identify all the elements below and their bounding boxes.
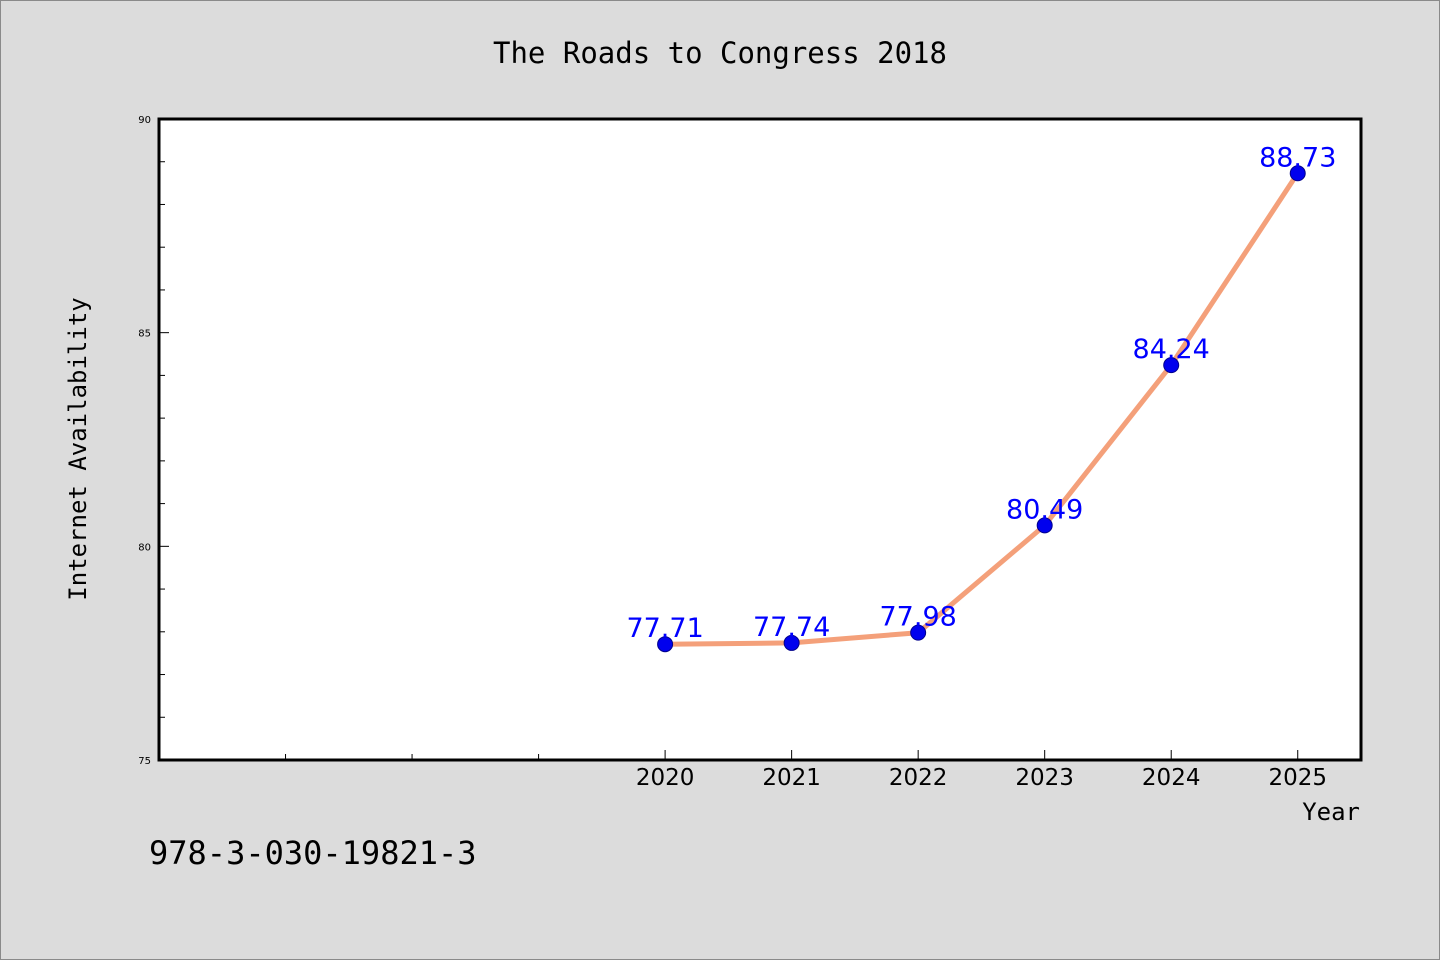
data-label: 80.49: [1006, 494, 1083, 525]
plot-border: [157, 117, 1363, 762]
plot-area: [159, 119, 1361, 760]
data-label: 77.74: [753, 612, 830, 643]
x-tick-label: 2025: [1268, 765, 1327, 791]
data-point: [1163, 357, 1180, 374]
x-tick-label: 2022: [889, 765, 948, 791]
data-point: [1289, 165, 1306, 182]
y-tick-label: 85: [138, 329, 151, 340]
data-point: [1036, 517, 1053, 534]
chart-title: The Roads to Congress 2018: [493, 36, 947, 70]
y-tick-label: 80: [138, 542, 151, 553]
data-point: [783, 634, 800, 651]
data-label: 77.98: [880, 602, 957, 633]
data-label: 84.24: [1133, 334, 1210, 365]
y-axis-label: Internet Availability: [64, 297, 92, 600]
data-point: [910, 624, 927, 641]
data-label: 88.73: [1259, 142, 1336, 173]
x-tick-label: 2021: [762, 765, 821, 791]
x-tick-label: 2024: [1142, 765, 1201, 791]
x-tick-label: 2020: [636, 765, 695, 791]
x-tick-label: 2023: [1015, 765, 1074, 791]
x-axis-label: Year: [1302, 798, 1360, 826]
series-line: [662, 170, 1301, 647]
x-axis: 2020 2021 2022 2023 2024 2025: [285, 750, 1327, 791]
y-tick-label: 90: [138, 115, 151, 126]
data-label: 77.71: [626, 613, 703, 644]
series-layer: 77.71 77.74 77.98 80.49 84.24 88.73: [626, 142, 1336, 653]
y-tick-label: 75: [138, 756, 151, 767]
isbn-label: 978-3-030-19821-3: [149, 834, 477, 872]
data-point: [657, 636, 674, 653]
